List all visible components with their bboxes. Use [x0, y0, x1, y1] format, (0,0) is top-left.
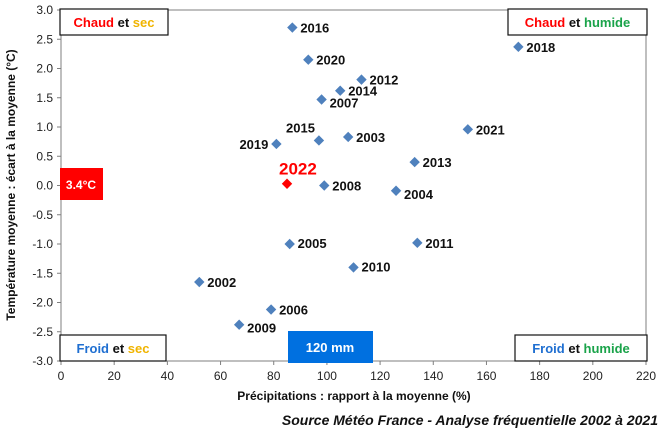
- point-label-2002: 2002: [207, 275, 236, 290]
- point-label-2013: 2013: [423, 155, 452, 170]
- point-2019: [271, 138, 282, 150]
- point-2018: [513, 41, 524, 53]
- x-tick-label: 200: [583, 369, 603, 383]
- point-label-2016: 2016: [300, 21, 329, 36]
- point-label-2021: 2021: [476, 122, 505, 137]
- x-tick-label: 40: [161, 369, 175, 383]
- precip-box: [288, 331, 373, 363]
- y-tick-label: -0.5: [32, 208, 53, 222]
- point-2008: [319, 180, 330, 191]
- x-tick-label: 0: [58, 369, 65, 383]
- point-label-2015: 2015: [286, 120, 315, 135]
- point-2013: [409, 156, 420, 168]
- y-tick-label: 0.0: [36, 179, 53, 193]
- point-label-2004: 2004: [404, 187, 434, 202]
- x-tick-labels: 0 20 40 60 80 100 120 140 160 180 200 220: [58, 369, 657, 383]
- quadrant-bottom-left-box: [59, 334, 167, 362]
- plot-frame: [60, 9, 647, 362]
- point-2006: [265, 304, 277, 315]
- point-2015: [313, 135, 325, 146]
- x-tick-label: 160: [476, 369, 496, 383]
- point-label-2008: 2008: [332, 179, 361, 194]
- point-2010: [348, 262, 359, 273]
- point-2007: [316, 94, 327, 105]
- point-label-2005: 2005: [298, 236, 327, 251]
- quadrant-top-left-box: [59, 8, 169, 36]
- point-label-2010: 2010: [362, 259, 391, 274]
- point-2021: [462, 124, 474, 135]
- x-tick-label: 100: [317, 369, 337, 383]
- x-tick-label: 220: [636, 369, 656, 383]
- y-tick-label: 0.5: [36, 149, 53, 163]
- point-label-2011: 2011: [425, 236, 453, 251]
- point-2005: [284, 238, 295, 250]
- quadrant-top-right-box: [507, 8, 648, 36]
- y-tick-labels: 3.0 2.5 2.0 1.5 1.0 0.5 0.0 -0.5 -1.0 -1.5 -2.0 -2.…: [32, 3, 53, 368]
- precip-label: 120 mm: [306, 340, 354, 355]
- point-label-2022: 2022: [279, 160, 317, 179]
- quadrant-top-left-label: Chaud et sec: [74, 15, 155, 30]
- point-2002: [194, 276, 205, 288]
- quadrant-bottom-right-box: [514, 334, 648, 362]
- point-label-2009: 2009: [247, 321, 276, 336]
- point-label-2003: 2003: [356, 130, 385, 145]
- quadrant-labels: Chaud et sec Chaud et humide Froid et sec F…: [59, 8, 648, 362]
- point-2014: [334, 85, 346, 96]
- temp-anomaly-box: [60, 168, 103, 200]
- point-label-2007: 2007: [330, 96, 359, 111]
- y-tick-label: 1.5: [36, 91, 53, 105]
- x-tick-label: 180: [530, 369, 550, 383]
- point-2016: [287, 22, 298, 33]
- axes: [57, 9, 647, 365]
- x-tick-label: 80: [267, 369, 281, 383]
- point-label-2006: 2006: [279, 303, 308, 318]
- y-tick-label: -1.5: [32, 266, 53, 280]
- point-label-2019: 2019: [239, 137, 268, 152]
- y-tick-label: -2.5: [32, 325, 53, 339]
- point-2020: [303, 54, 314, 65]
- quadrant-bottom-right-label: Froid et humide: [532, 341, 630, 356]
- y-tick-label: 2.5: [36, 32, 53, 46]
- source-caption: Source Météo France - Analyse fréquentie…: [282, 412, 658, 428]
- data-points: [194, 22, 524, 330]
- point-label-2012: 2012: [369, 73, 398, 88]
- y-tick-label: -2.0: [32, 296, 53, 310]
- quadrant-bottom-left-label: Froid et sec: [77, 341, 150, 356]
- point-label-2014: 2014: [348, 84, 378, 99]
- x-tick-label: 120: [370, 369, 390, 383]
- x-tick-label: 60: [214, 369, 228, 383]
- x-tick-label: 140: [423, 369, 443, 383]
- x-tick-label: 20: [108, 369, 122, 383]
- y-tick-label: 1.0: [36, 120, 53, 134]
- point-2012: [356, 74, 367, 85]
- quadrant-top-right-label: Chaud et humide: [525, 15, 630, 30]
- point-2011: [412, 237, 423, 249]
- y-tick-label: 2.0: [36, 62, 53, 76]
- point-2004: [390, 185, 402, 196]
- point-2022: [281, 178, 293, 189]
- point-label-2018: 2018: [526, 40, 555, 55]
- y-tick-label: 3.0: [36, 3, 53, 17]
- y-tick-label: -3.0: [32, 354, 53, 368]
- point-2003: [342, 131, 354, 143]
- point-label-2020: 2020: [316, 53, 345, 68]
- point-2009: [233, 319, 245, 330]
- x-axis-label: Précipitations : rapport à la moyenne (%…: [237, 389, 470, 403]
- y-axis-label: Température moyenne : écart à la moyenne…: [4, 49, 18, 320]
- y-tick-label: -1.0: [32, 237, 53, 251]
- temp-anomaly-label: 3.4°C: [66, 178, 96, 192]
- annotation-boxes: 3.4°C 120 mm: [60, 168, 373, 363]
